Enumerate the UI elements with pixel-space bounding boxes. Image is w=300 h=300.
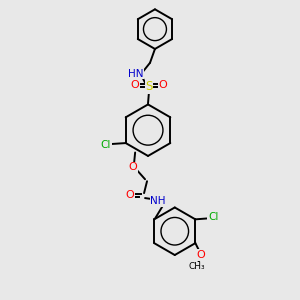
- Text: Cl: Cl: [101, 140, 111, 150]
- Text: NH: NH: [150, 196, 166, 206]
- Text: O: O: [129, 162, 137, 172]
- Text: Cl: Cl: [208, 212, 218, 222]
- Text: O: O: [196, 250, 205, 260]
- Text: O: O: [126, 190, 135, 200]
- Text: S: S: [145, 80, 153, 93]
- Text: O: O: [158, 80, 167, 90]
- Text: CH₃: CH₃: [188, 262, 205, 272]
- Text: O: O: [131, 80, 140, 90]
- Text: HN: HN: [128, 69, 144, 79]
